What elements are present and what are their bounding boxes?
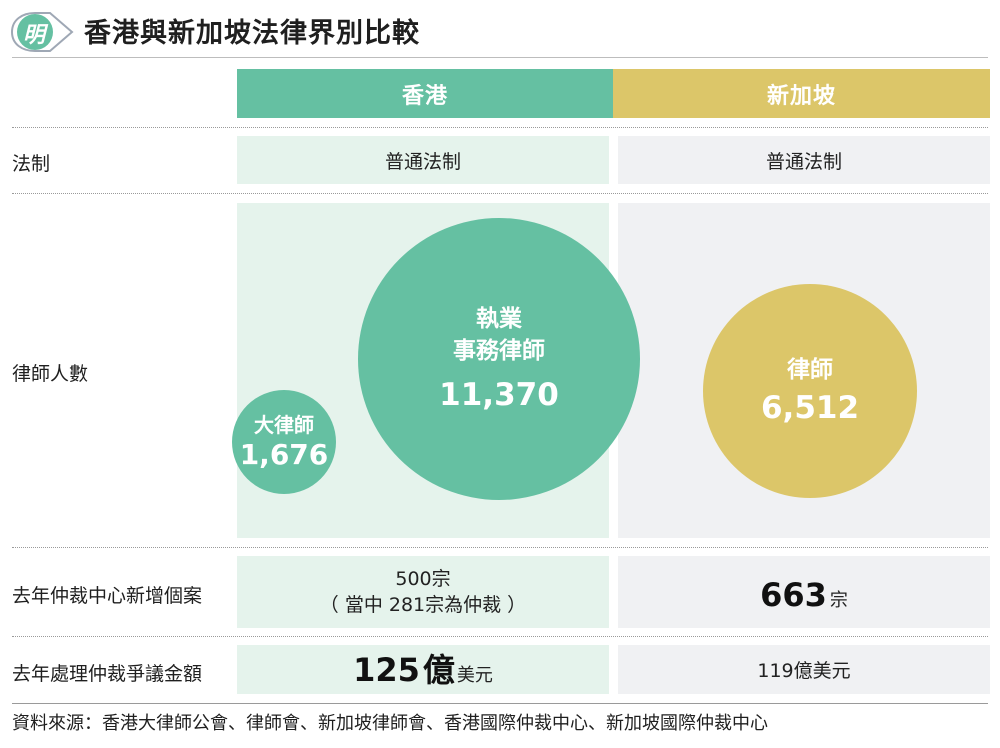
bubble-label: 大律師 — [254, 413, 314, 437]
bubble-hk-solicitors: 執業 事務律師 11,370 — [358, 218, 640, 500]
cell-sg-dispute-amount: 119億美元 — [618, 645, 990, 694]
cell-value: 663 — [760, 576, 827, 614]
row-divider — [12, 127, 988, 128]
row-label-arbitration-cases: 去年仲裁中心新增個案 — [12, 585, 203, 607]
row-label-legal-system: 法制 — [12, 153, 51, 175]
cell-hk-legal-system: 普通法制 — [237, 136, 609, 184]
logo-char: 明 — [23, 23, 46, 48]
cell-text: 119億美元 — [757, 660, 851, 682]
bubble-label: 事務律師 — [453, 338, 545, 364]
cell-text: （ 當中 281宗為仲裁 ） — [319, 594, 527, 616]
cell-sg-legal-system: 普通法制 — [618, 136, 990, 184]
logo: 明 — [8, 10, 74, 54]
source-note: 資料來源：香港大律師公會、律師會、新加坡律師會、香港國際仲裁中心、新加坡國際仲裁… — [12, 713, 768, 734]
row-divider — [12, 547, 988, 548]
cell-text: 普通法制 — [384, 150, 461, 173]
bubble-value: 11,370 — [439, 377, 559, 413]
title-divider — [12, 57, 988, 58]
cell-unit: 億 — [422, 651, 455, 689]
bubble-label: 執業 — [476, 306, 522, 332]
row-label-lawyers: 律師人數 — [12, 363, 89, 385]
cell-value: 125 — [353, 651, 420, 689]
cell-sg-arbitration-cases: 663 宗 — [618, 556, 990, 628]
bottom-divider — [12, 703, 988, 704]
cell-unit: 宗 — [829, 590, 848, 611]
cell-hk-arbitration-cases: 500宗 （ 當中 281宗為仲裁 ） — [237, 556, 609, 628]
cell-text: 普通法制 — [765, 150, 842, 173]
cell-hk-dispute-amount: 125 億 美元 — [237, 645, 609, 694]
column-header-sg: 新加坡 — [613, 69, 990, 118]
bubble-label: 律師 — [787, 357, 833, 383]
row-divider — [12, 636, 988, 637]
page-title: 香港與新加坡法律界別比較 — [84, 18, 420, 49]
row-divider — [12, 193, 988, 194]
bubble-value: 6,512 — [760, 390, 860, 426]
bubble-hk-barristers: 大律師 1,676 — [232, 390, 336, 494]
bubble-sg-lawyers: 律師 6,512 — [703, 284, 917, 498]
column-header-hk: 香港 — [237, 69, 613, 118]
cell-unit: 美元 — [456, 665, 493, 686]
row-label-dispute-amount: 去年處理仲裁爭議金額 — [12, 663, 203, 685]
cell-text: 500宗 — [395, 568, 451, 590]
bubble-value: 1,676 — [239, 438, 329, 471]
